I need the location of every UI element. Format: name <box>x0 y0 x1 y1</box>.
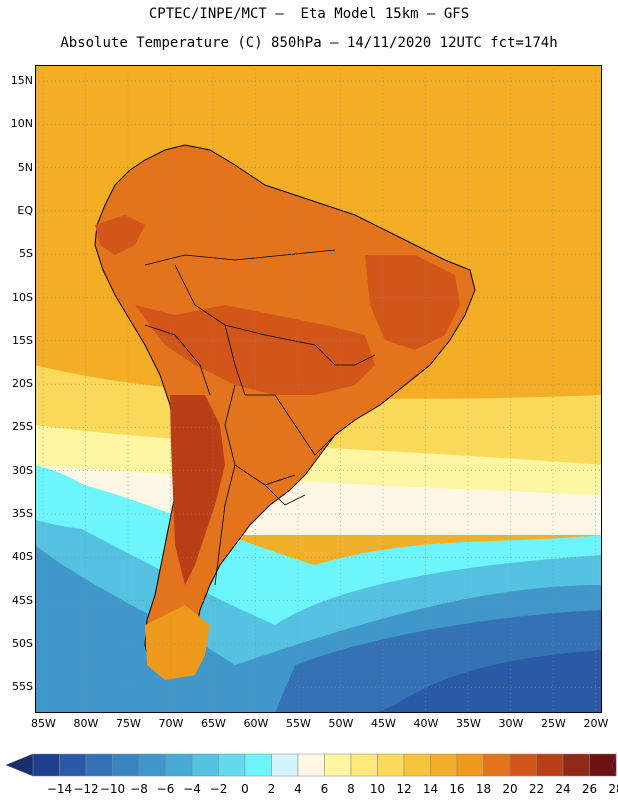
title-line-2: Absolute Temperature (C) 850hPa – 14/11/… <box>60 35 558 51</box>
colorbar-label: −8 <box>130 782 148 796</box>
latitude-label: 10N <box>10 117 33 131</box>
colorbar-label: 2 <box>268 782 276 796</box>
latitude-label: 15N <box>10 74 33 87</box>
latitude-label: 20S <box>12 377 33 391</box>
colorbar-label: 28 <box>608 782 618 796</box>
colorbar-swatch <box>456 753 484 777</box>
colorbar-swatch <box>112 753 140 777</box>
longitude-label: 65W <box>201 717 226 730</box>
latitude-label: 5N <box>17 160 33 174</box>
colorbar-label: −10 <box>100 782 125 796</box>
colorbar-swatch <box>324 753 352 777</box>
colorbar-label: −14 <box>47 782 72 796</box>
colorbar-swatch <box>403 753 431 777</box>
longitude-label: 40W <box>413 717 439 730</box>
colorbar-swatch <box>59 753 87 777</box>
colorbar-label: 8 <box>347 782 355 796</box>
colorbar-label: 0 <box>241 782 249 796</box>
latitude-label: 45S <box>12 593 33 607</box>
colorbar-swatch <box>297 753 325 777</box>
hot-core-central <box>135 305 375 395</box>
colorbar-label: −2 <box>210 782 228 796</box>
longitude-label: 35W <box>456 717 481 730</box>
colorbar-label: 18 <box>476 782 491 796</box>
colorbar-swatch <box>509 753 537 777</box>
latitude-label: 40S <box>12 550 33 564</box>
longitude-label: 50W <box>328 717 354 730</box>
latitude-label: 50S <box>12 636 33 650</box>
longitude-label: 75W <box>116 717 141 730</box>
longitude-label: 45W <box>371 717 396 730</box>
longitude-label: 20W <box>583 717 609 730</box>
title-line-1: CPTEC/INPE/MCT – Eta Model 15km – GFS <box>148 6 470 22</box>
graticule <box>35 65 602 713</box>
latitude-label: 5S <box>19 247 33 261</box>
pacific-cold-patch <box>35 465 125 530</box>
latitude-label: EQ <box>17 203 33 217</box>
colorbar-swatch <box>138 753 166 777</box>
colorbar-swatch <box>191 753 219 777</box>
colorbar-swatch <box>85 753 113 777</box>
colorbar-swatch <box>32 753 60 777</box>
colorbar-label: 4 <box>294 782 302 796</box>
colorbar-swatch <box>244 753 272 777</box>
latitude-label: 25S <box>12 420 33 434</box>
colorbar-label: −12 <box>73 782 98 796</box>
colorbar-swatch <box>536 753 564 777</box>
longitude-label: 80W <box>73 717 99 730</box>
colorbar-swatch <box>562 753 590 777</box>
longitude-label: 70W <box>158 717 184 730</box>
cold-band-deepest <box>375 650 602 713</box>
temperature-map <box>35 65 602 713</box>
colorbar-label: 12 <box>396 782 411 796</box>
colorbar-swatch <box>271 753 299 777</box>
colorbar-boxes <box>5 753 617 777</box>
colorbar-label: −6 <box>157 782 175 796</box>
longitude-label: 30W <box>498 717 524 730</box>
colorbar-swatch <box>377 753 405 777</box>
colorbar-label: −4 <box>183 782 201 796</box>
colorbar-swatch <box>165 753 193 777</box>
country-borders <box>144 249 376 586</box>
colorbar-left-arrow <box>5 753 34 777</box>
latitude-label: 15S <box>12 333 33 347</box>
hot-core-northeast <box>365 255 460 350</box>
colorbar-right-arrow <box>611 753 617 777</box>
longitude-label: 60W <box>243 717 269 730</box>
colorbar-label: 22 <box>529 782 544 796</box>
colorbar-swatch <box>350 753 378 777</box>
map-frame <box>35 65 602 713</box>
colorbar-label: 26 <box>582 782 597 796</box>
latitude-label: 55S <box>12 680 33 694</box>
colorbar-labels: −14 −12 −10 −8 −6 −4 −2 0 2 4 6 8 10 12 14 16 18 20 22 24 26… <box>47 782 618 796</box>
longitude-label: 55W <box>286 717 311 730</box>
colorbar-swatch <box>218 753 246 777</box>
southern-tip-land <box>145 605 210 680</box>
longitude-label: 85W <box>31 717 56 730</box>
colorbar-swatch <box>430 753 458 777</box>
latitude-label: 10S <box>12 290 33 304</box>
latitude-label: 35S <box>12 507 33 520</box>
colorbar-label: 10 <box>370 782 385 796</box>
colorbar-label: 6 <box>321 782 329 796</box>
latitude-label: 30S <box>12 463 33 477</box>
colorbar-label: 16 <box>449 782 464 796</box>
hot-core-west <box>95 215 145 255</box>
colorbar-label: 24 <box>555 782 570 796</box>
colorbar-swatch <box>483 753 511 777</box>
longitude-label: 25W <box>541 717 566 730</box>
colorbar-label: 20 <box>502 782 517 796</box>
colorbar-label: 14 <box>423 782 438 796</box>
hot-core-andes <box>170 395 225 585</box>
colorbar: −14 −12 −10 −8 −6 −4 −2 0 2 4 6 8 10 12 14 16 18 20 22 24 26… <box>5 753 618 796</box>
